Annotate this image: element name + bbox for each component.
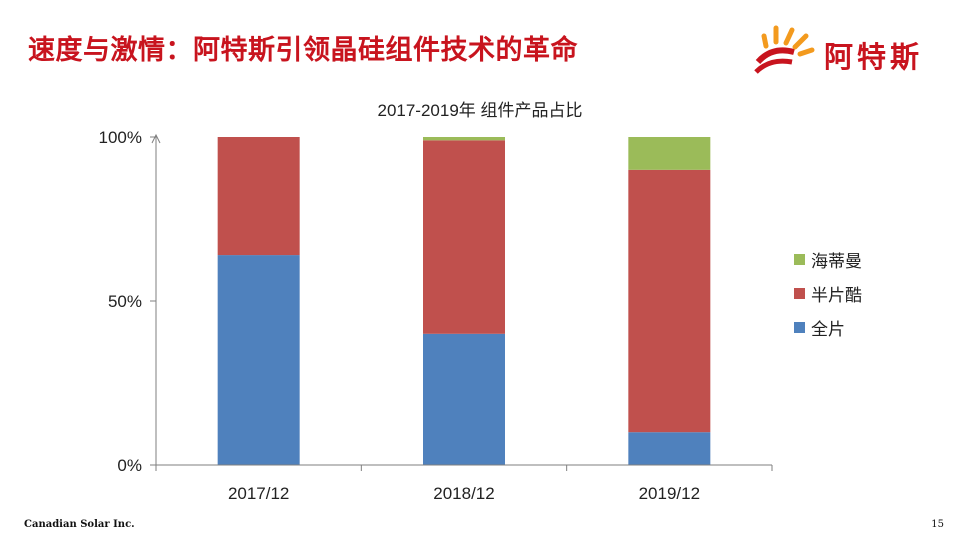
legend-swatch-red [794,287,805,299]
x-tick-label: 2018/12 [433,484,494,503]
bar-segment [217,255,300,465]
bar-segment [423,333,505,465]
slide-title: 速度与激情：阿特斯引领晶硅组件技术的革命 [28,35,578,66]
bar-segment [423,140,505,334]
legend-label: 全片 [811,319,845,340]
x-tick-label: 2017/12 [228,484,289,503]
y-tick-label: 100% [99,128,142,147]
bar-segment [217,137,300,256]
bar-segment [628,137,711,170]
bar-segment [628,169,711,433]
legend-swatch-blue [794,321,805,333]
sun-logo-icon [754,25,815,74]
footer-company: Canadian Solar Inc. [24,519,135,530]
chart-legend: 海蒂曼 半片酷 全片 [794,242,862,344]
y-axis-arrow-icon [151,133,161,144]
bar-segment [628,432,711,465]
x-tick-label: 2019/12 [639,484,700,503]
y-tick-label: 0% [117,456,142,475]
legend-label: 海蒂曼 [811,251,862,272]
legend-item-quanpian: 全片 [794,310,862,344]
chart-title: 2017-2019年 组件产品占比 [377,101,583,120]
page-number: 15 [931,519,944,530]
bar-segment [423,137,505,141]
y-tick-label: 50% [108,292,142,311]
legend-label: 半片酷 [811,285,862,306]
logo-text: 阿特斯 [824,40,924,74]
company-logo: 阿特斯 [750,22,950,78]
legend-swatch-green [794,253,805,265]
legend-item-banpianku: 半片酷 [794,276,862,310]
legend-item-haidiman: 海蒂曼 [794,242,862,276]
